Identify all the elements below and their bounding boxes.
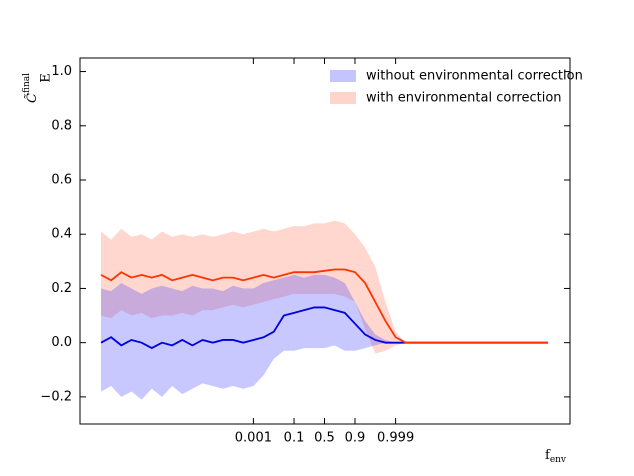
y-tick-label: 0.8 — [51, 118, 72, 133]
x-tick-label: 0.999 — [377, 431, 414, 446]
x-tick-label: 0.001 — [235, 431, 272, 446]
bands — [101, 220, 548, 400]
y-tick-label: 0.4 — [51, 227, 72, 242]
lines — [100, 268, 548, 350]
y-tick-label: 1.0 — [51, 64, 72, 79]
line — [100, 268, 548, 344]
x-label-base: f — [545, 448, 551, 463]
band — [101, 220, 548, 354]
band — [101, 274, 548, 400]
x-tick-label: 0.5 — [314, 431, 335, 446]
y-tick-label: 0.2 — [51, 281, 72, 296]
y-label-sub: E — [39, 73, 54, 83]
x-tick-label: 0.1 — [284, 431, 305, 446]
x-axis-label: fenv — [545, 448, 567, 465]
y-tick-label: 0.6 — [51, 173, 72, 188]
legend: without environmental correction with env… — [330, 69, 583, 106]
y-axis-label: C̃final — [22, 73, 40, 103]
y-tick-label: −0.2 — [40, 389, 72, 404]
y-label-base: C̃ — [23, 93, 39, 103]
legend-swatch — [330, 70, 356, 82]
y-label-sup: final — [22, 73, 32, 93]
legend-label: with environmental correction — [366, 91, 562, 106]
axes: −0.2 0.0 0.2 0.4 0.6 0.8 1.0 0.001 0.1 0.5 0.9 0.99… — [40, 58, 570, 446]
x-label-sub: env — [550, 455, 567, 465]
y-tick-label: 0.0 — [51, 335, 72, 350]
legend-swatch — [330, 92, 356, 104]
x-tick-label: 0.9 — [345, 431, 366, 446]
legend-label: without environmental correction — [366, 69, 583, 84]
